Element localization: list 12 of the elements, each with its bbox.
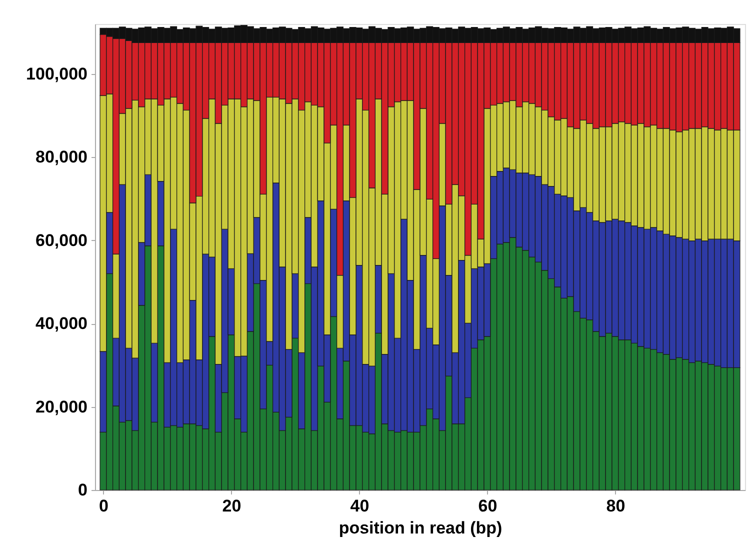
y-tick-label: 60,000	[36, 230, 88, 250]
x-tick-label: 40	[350, 496, 370, 516]
y-tick-label: 20,000	[36, 397, 88, 416]
x-tick-label: 0	[98, 496, 108, 516]
x-tick-label: 20	[222, 496, 242, 516]
y-tick-label: 100,000	[26, 64, 88, 84]
x-tick-label: 60	[478, 496, 498, 516]
y-tick-label: 40,000	[36, 314, 88, 334]
x-axis-title: position in read (bp)	[338, 518, 502, 538]
y-tick-label: 80,000	[36, 148, 88, 167]
x-tick-label: 80	[606, 496, 626, 516]
y-tick-label: 0	[78, 480, 88, 500]
